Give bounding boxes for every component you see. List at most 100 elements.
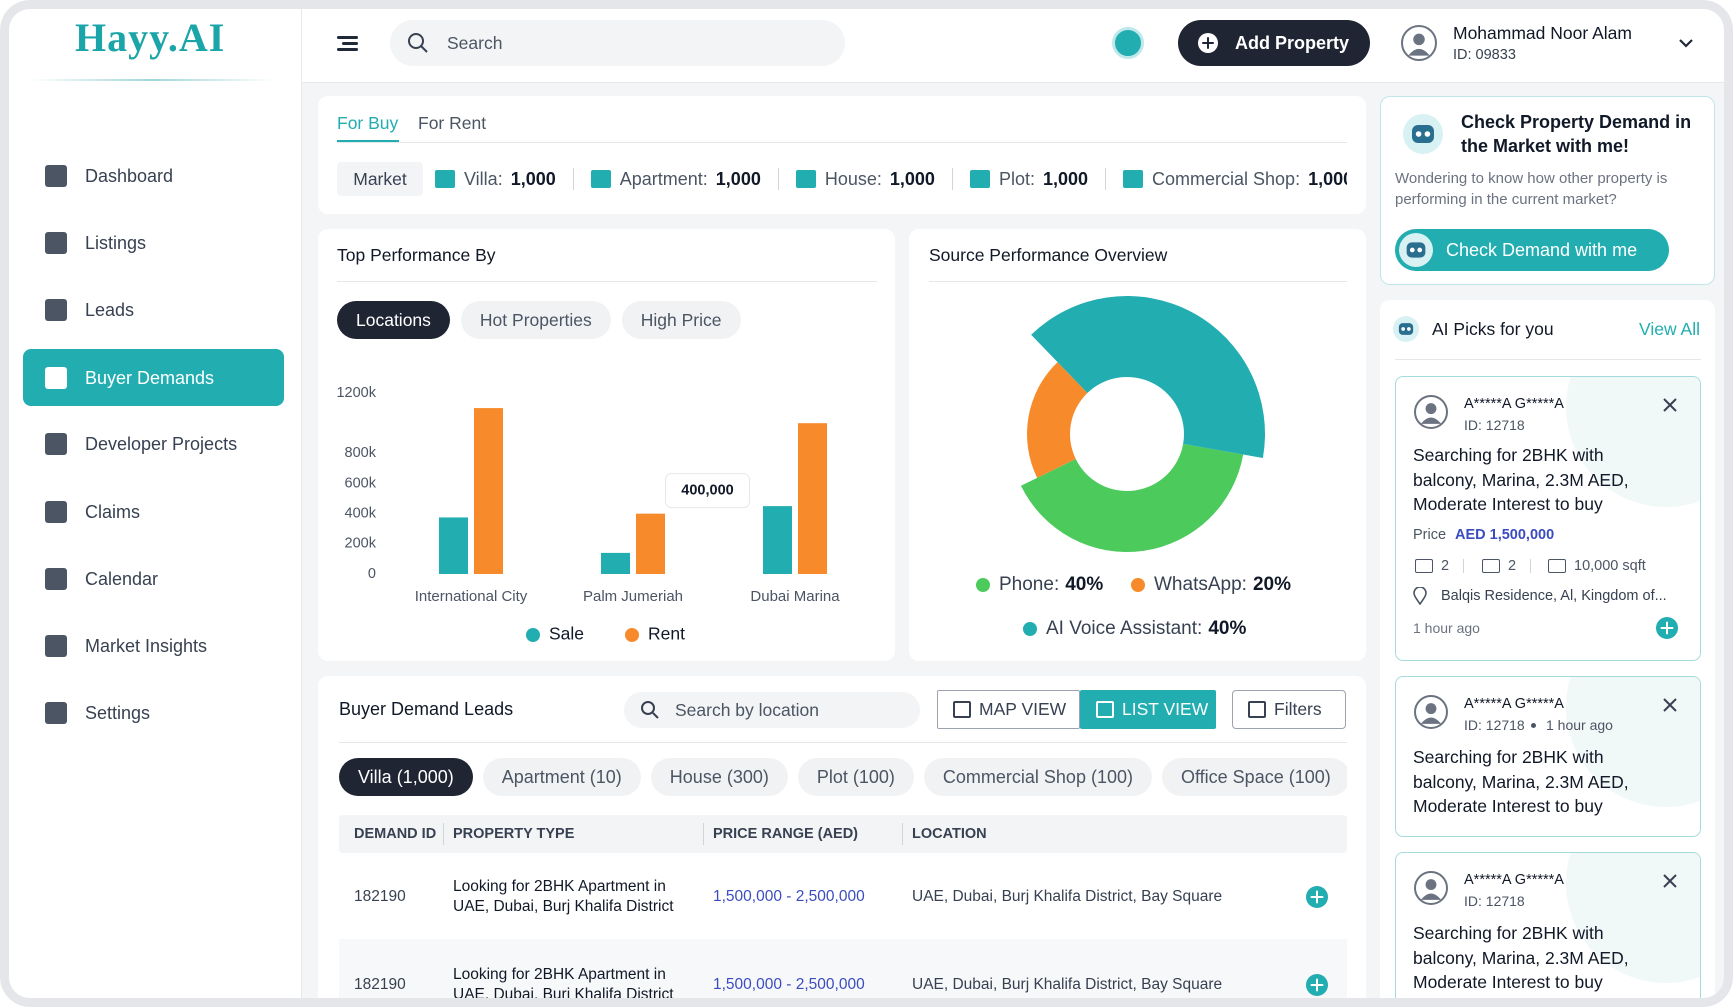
- location-search-placeholder[interactable]: Search by location: [675, 700, 819, 720]
- plus-icon: [1306, 974, 1328, 996]
- x-tick-label: Dubai Marina: [750, 588, 840, 605]
- leads-title: Buyer Demand Leads: [339, 699, 514, 719]
- data-label: 20%: [1253, 574, 1291, 595]
- nav-label[interactable]: Settings: [85, 703, 151, 723]
- filter-pill[interactable]: Hot Properties: [460, 301, 611, 339]
- stat-separator: [572, 168, 574, 190]
- promo-button[interactable]: [1395, 229, 1669, 271]
- table-cell: 182190: [354, 888, 406, 905]
- bar: [474, 408, 503, 574]
- plus-icon: [1198, 33, 1218, 53]
- stat-icon: [969, 170, 990, 188]
- stat-value: 1,000: [715, 168, 761, 189]
- price-label: Price: [1413, 527, 1447, 543]
- nav-label[interactable]: Developer Projects: [85, 434, 238, 454]
- pick-id: ID: 12718: [1464, 717, 1525, 733]
- legend-label: Rent: [648, 624, 685, 644]
- view-button-label[interactable]: Filters: [1274, 699, 1322, 719]
- nav-label[interactable]: Dashboard: [85, 166, 174, 186]
- column-separator: [902, 823, 903, 845]
- plus-sign: [1310, 978, 1324, 992]
- promo-button-label[interactable]: Check Demand with me: [1446, 240, 1638, 260]
- view-button-label[interactable]: MAP VIEW: [979, 699, 1067, 719]
- pick-text: Searching for 2BHK with balcony, Marina,…: [1413, 923, 1629, 992]
- avatar: [1414, 395, 1448, 429]
- nav-label[interactable]: Market Insights: [85, 636, 208, 656]
- avatar-body: [1420, 893, 1442, 900]
- stat-icon: [435, 170, 455, 188]
- legend-label: Sale: [549, 624, 584, 644]
- menu-icon-line: [337, 36, 358, 39]
- filter-chip[interactable]: Office Space (100): [1161, 758, 1347, 796]
- avatar: [1401, 25, 1437, 61]
- legend-swatch: [1023, 622, 1037, 636]
- filter-chip[interactable]: Apartment (10): [482, 758, 641, 796]
- stat-value: 1,000: [889, 168, 935, 189]
- user-id: ID: 09833: [1453, 47, 1516, 63]
- plus-icon: [1656, 617, 1678, 639]
- column-header: PRICE RANGE (AED): [713, 826, 859, 842]
- stat-value: 1,000: [1308, 168, 1347, 189]
- location-search[interactable]: [624, 692, 920, 728]
- filter-chip[interactable]: Commercial Shop (100): [923, 758, 1152, 796]
- avatar: [1414, 871, 1448, 905]
- close-x: [1663, 698, 1677, 712]
- pick-name: A*****A G*****A: [1464, 696, 1564, 712]
- filter-chip[interactable]: Plot (100): [797, 758, 914, 796]
- filter-chip[interactable]: Villa (1,000): [339, 758, 473, 796]
- filter-pill[interactable]: High Price: [621, 301, 741, 339]
- donut-segment: [1027, 362, 1088, 478]
- stat-label: Villa:: [464, 168, 503, 189]
- table-cell: Looking for 2BHK Apartment in UAE, Dubai…: [453, 878, 674, 915]
- market-card: [318, 96, 1366, 214]
- close-icon: [1663, 874, 1677, 888]
- nav-label[interactable]: Calendar: [85, 569, 159, 589]
- pick-time: 1 hour ago: [1546, 717, 1613, 733]
- filter-pill[interactable]: Locations: [337, 301, 450, 339]
- avatar-body: [1420, 417, 1442, 424]
- legend-label: WhatsApp:: [1154, 574, 1247, 595]
- column-header: DEMAND ID: [354, 826, 437, 842]
- nav-label[interactable]: Leads: [85, 300, 135, 320]
- filter-chip[interactable]: House (300): [650, 758, 788, 796]
- search-placeholder[interactable]: Search: [447, 33, 503, 53]
- tab-underline: [337, 140, 399, 142]
- y-tick-label: 400k: [345, 505, 377, 521]
- view-button[interactable]: [1080, 690, 1216, 729]
- robot-icon: [1403, 114, 1443, 154]
- avatar: [1414, 695, 1448, 729]
- view-button[interactable]: [937, 690, 1080, 729]
- divider: [1395, 359, 1701, 360]
- view-all-link[interactable]: View All: [1639, 319, 1700, 339]
- robot-eye: [1401, 327, 1405, 331]
- price-value: AED 1,500,000: [1455, 527, 1555, 543]
- view-button-label[interactable]: LIST VIEW: [1122, 699, 1209, 719]
- avatar-head: [1425, 403, 1437, 415]
- add-property-label[interactable]: Add Property: [1235, 33, 1350, 53]
- robot-eye: [1424, 131, 1431, 137]
- view-button[interactable]: [1232, 690, 1346, 729]
- filter-chips: Villa (1,000) Apartment (10) House (300) Pl…: [339, 758, 1347, 798]
- market-pill: Market: [337, 162, 423, 196]
- search-box[interactable]: [390, 20, 845, 66]
- nav-icon: [45, 165, 67, 187]
- feature-icon: [1548, 559, 1566, 573]
- tooltip-box: [665, 473, 750, 509]
- stat-label: Commercial Shop:: [1152, 168, 1301, 189]
- donut-segment: [1031, 295, 1265, 458]
- stat-label: Apartment:: [619, 168, 708, 189]
- pick-card: [1395, 376, 1701, 661]
- nav-label[interactable]: Buyer Demands: [85, 368, 215, 388]
- tab[interactable]: For Buy: [337, 113, 399, 133]
- logo: Hayy.AI: [75, 15, 226, 60]
- dot: [1531, 723, 1536, 728]
- nav-label[interactable]: Claims: [85, 502, 141, 522]
- bar: [636, 513, 665, 574]
- legend-label: AI Voice Assistant:: [1046, 618, 1202, 639]
- data-label: 400,000: [681, 482, 733, 498]
- nav-label[interactable]: Listings: [85, 233, 147, 253]
- stat-value: 1,000: [1042, 168, 1089, 189]
- tab[interactable]: For Rent: [418, 113, 487, 133]
- x-tick-label: International City: [415, 588, 528, 605]
- notification-icon[interactable]: [1112, 27, 1144, 59]
